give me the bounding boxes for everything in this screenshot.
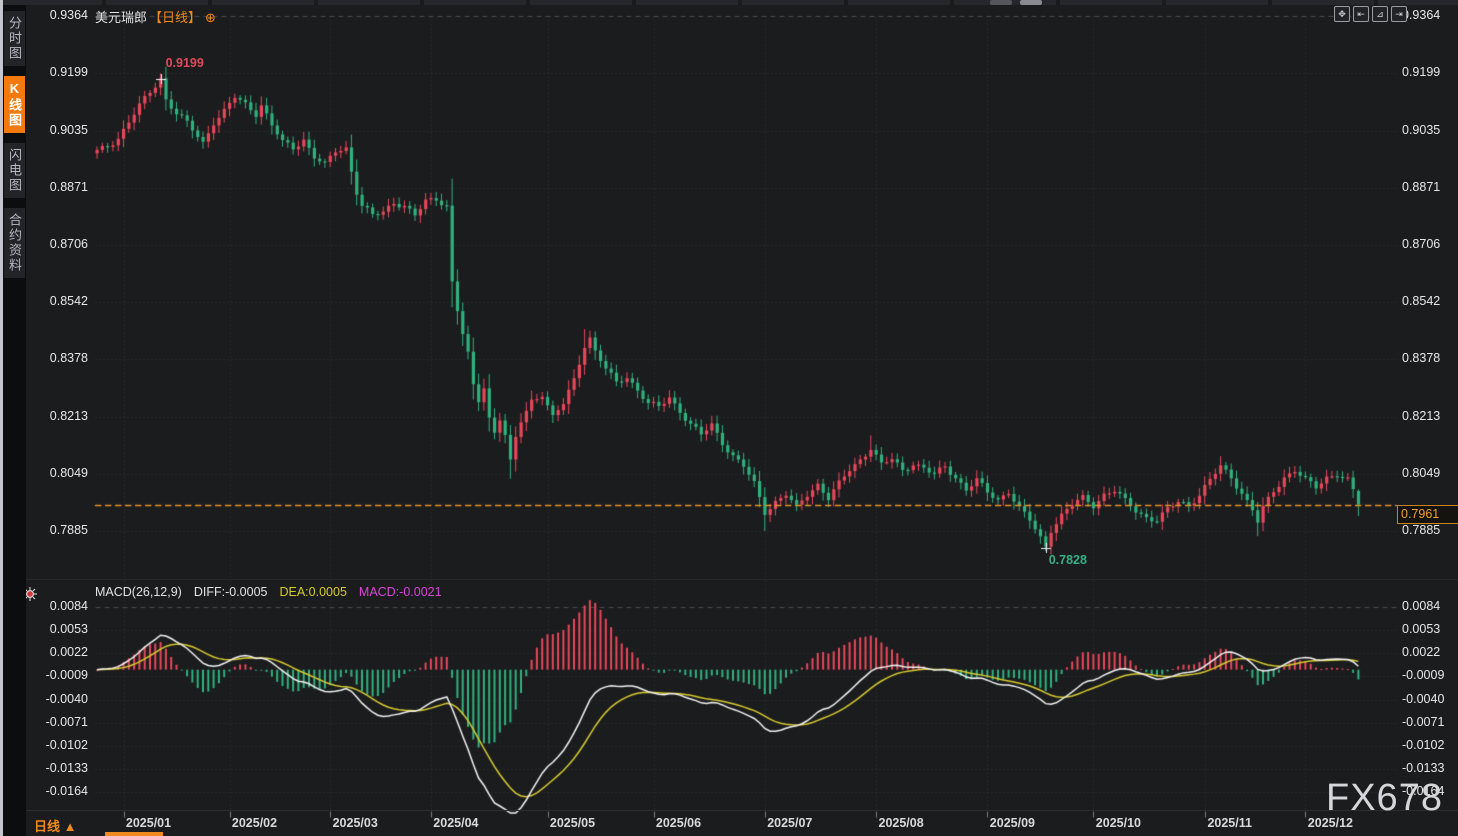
macd-tick-right: -0.0102: [1402, 737, 1445, 752]
macd-tick-left: -0.0071: [45, 714, 88, 729]
macd-tick-right: -0.0133: [1402, 760, 1445, 775]
price-tick-right: 0.7885: [1402, 523, 1441, 537]
macd-tick-right: -0.0040: [1402, 691, 1445, 706]
scroll-right-icon[interactable]: ⇥: [1391, 6, 1407, 22]
macd-tick-left: -0.0040: [45, 691, 88, 706]
price-tick-right: 0.8706: [1402, 237, 1441, 252]
sidebar-item-分时图[interactable]: 分时图: [4, 11, 25, 66]
x-axis-label: 2025/01: [125, 816, 172, 830]
macd-tick-left: -0.0102: [45, 737, 88, 752]
price-tick-left: 0.9364: [49, 8, 88, 22]
current-price-box: 0.7961: [1397, 505, 1458, 524]
macd-tick-right: -0.0164: [1402, 784, 1445, 798]
macd-diff-value: DIFF:-0.0005: [193, 585, 268, 599]
watermark: FX678: [1326, 777, 1443, 819]
symbol-name: 美元瑞郎: [95, 10, 148, 25]
period-tag: 【日线】: [149, 10, 202, 25]
sidebar-item-合约资料[interactable]: 合约资料: [4, 208, 25, 278]
low-price-annotation: 0.7828: [1048, 552, 1087, 567]
x-axis-label: 2025/11: [1207, 816, 1252, 830]
macd-tick-right: -0.0071: [1402, 714, 1445, 729]
macd-tick-left: 0.0084: [49, 599, 88, 613]
x-axis-label: 2025/03: [332, 816, 378, 830]
macd-tick-right: 0.0084: [1402, 599, 1441, 613]
x-axis-label: 2025/09: [989, 816, 1035, 830]
fit-horizontal-icon[interactable]: ⇤: [1353, 6, 1369, 22]
macd-legend: MACD(26,12,9) DIFF:-0.0005 DEA:0.0005 MACD:…: [95, 585, 454, 599]
left-edge-scrollbar[interactable]: [0, 0, 3, 836]
macd-indicator-name: MACD(26,12,9): [95, 585, 182, 599]
macd-tick-left: -0.0133: [45, 760, 88, 775]
x-axis-label: 2025/05: [549, 816, 596, 830]
pane-separator: [26, 579, 1458, 580]
period-selector[interactable]: 日线 ▲: [34, 819, 77, 834]
price-tick-right: 0.8542: [1402, 294, 1441, 309]
macd-tick-left: 0.0022: [49, 645, 88, 660]
price-tick-left: 0.8706: [49, 237, 88, 252]
price-tick-right: 0.8871: [1402, 179, 1441, 194]
macd-tick-right: -0.0009: [1402, 668, 1445, 683]
macd-tick-right: 0.0022: [1402, 645, 1441, 660]
x-axis-label: 2025/10: [1095, 816, 1141, 830]
x-axis-label: 2025/08: [878, 816, 924, 830]
macd-macd-value: MACD:-0.0021: [358, 585, 442, 599]
sidebar: 分时图 K线图闪电图合约资料: [3, 5, 26, 836]
price-tick-left: 0.8049: [49, 465, 88, 480]
axis-separator: [26, 810, 1458, 811]
price-tick-right: 0.8213: [1402, 408, 1441, 423]
top-tab-strip: [0, 0, 1458, 5]
price-tick-right: 0.9035: [1402, 122, 1441, 137]
price-tick-left: 0.8213: [49, 408, 88, 423]
auto-fit-icon[interactable]: ⊿: [1372, 6, 1388, 22]
price-tick-left: 0.9199: [49, 65, 88, 80]
macd-tick-left: -0.0009: [45, 668, 88, 683]
price-tick-left: 0.8871: [49, 179, 88, 194]
indicator-marker-icon[interactable]: [22, 586, 38, 602]
x-axis-label: 2025/07: [767, 816, 813, 830]
price-tick-left: 0.8378: [49, 351, 88, 366]
price-tick-left: 0.8542: [49, 294, 88, 309]
price-tick-left: 0.7885: [49, 523, 88, 537]
macd-tick-left: 0.0053: [49, 622, 88, 637]
price-tick-right: 0.8049: [1402, 465, 1441, 480]
sidebar-item-闪电图[interactable]: 闪电图: [4, 143, 25, 198]
circle-plus-icon[interactable]: ⊕: [205, 10, 216, 25]
x-axis-label: 2025/02: [231, 816, 278, 830]
chart-title: 美元瑞郎 【日线】 ⊕: [95, 7, 216, 26]
x-axis-label: 2025/12: [1307, 816, 1353, 830]
macd-tick-right: 0.0053: [1402, 622, 1441, 637]
price-tick-right: 0.9364: [1402, 8, 1441, 22]
price-tick-right: 0.8378: [1402, 351, 1441, 366]
pan-icon[interactable]: ✥: [1334, 6, 1350, 22]
x-axis-label: 2025/04: [433, 816, 479, 830]
top-scrollbar-thumb[interactable]: [990, 0, 1012, 5]
price-tick-left: 0.9035: [49, 122, 88, 137]
top-scrollbar-thumb[interactable]: [1020, 0, 1042, 5]
sidebar-item-K线图[interactable]: K线图: [4, 76, 25, 133]
price-tick-right: 0.9199: [1402, 65, 1441, 80]
macd-tick-left: -0.0164: [45, 784, 88, 798]
high-price-annotation: 0.9199: [165, 56, 204, 71]
macd-dea-value: DEA:0.0005: [279, 585, 347, 599]
chart-toolbar: ✥ ⇤ ⊿ ⇥: [1334, 6, 1407, 22]
horizontal-scrollbar-thumb[interactable]: [105, 832, 163, 836]
x-axis-label: 2025/06: [655, 816, 702, 830]
